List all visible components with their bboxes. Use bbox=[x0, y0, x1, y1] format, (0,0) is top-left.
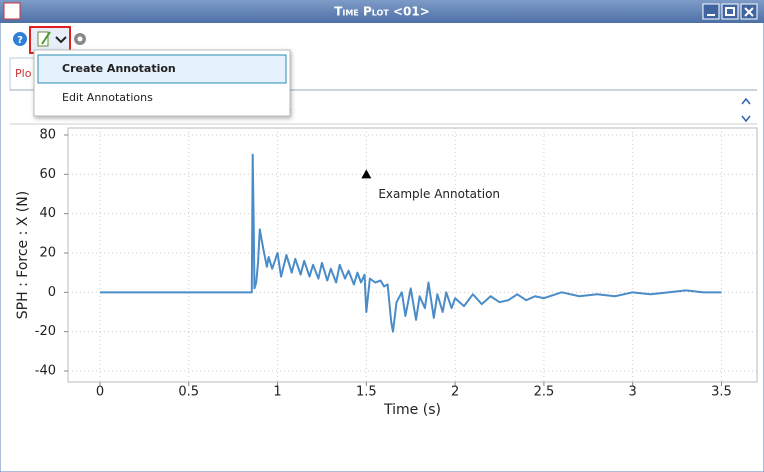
tab-label[interactable]: Plo bbox=[15, 67, 32, 80]
window-title: Time Plot <01> bbox=[334, 5, 430, 19]
y-tick-label: 20 bbox=[39, 246, 56, 261]
y-axis-label: SPH : Force : X (N) bbox=[15, 191, 31, 319]
x-tick-label: 2.5 bbox=[534, 385, 555, 400]
menu-item[interactable]: Edit Annotations bbox=[62, 91, 153, 104]
dropdown-menu: Create Annotation Edit Annotations bbox=[33, 49, 291, 117]
y-tick-label: 40 bbox=[39, 206, 56, 221]
collapse-arrows[interactable] bbox=[741, 97, 751, 123]
svg-text:?: ? bbox=[17, 35, 23, 46]
x-tick-label: 1.5 bbox=[356, 385, 377, 400]
x-tick-label: 2 bbox=[451, 385, 459, 400]
window-buttons[interactable] bbox=[702, 3, 758, 20]
x-tick-label: 1 bbox=[273, 385, 281, 400]
y-tick-label: 80 bbox=[39, 128, 56, 143]
y-tick-label: -40 bbox=[35, 364, 56, 379]
y-tick-label: 60 bbox=[39, 167, 56, 182]
x-tick-label: 0 bbox=[96, 385, 104, 400]
app-icon bbox=[3, 2, 21, 20]
y-tick-label: -20 bbox=[35, 324, 56, 339]
plot-frame bbox=[67, 127, 758, 383]
x-tick-label: 3.5 bbox=[711, 385, 732, 400]
menu-item-highlight[interactable] bbox=[37, 54, 287, 84]
x-axis-label: Time (s) bbox=[383, 402, 441, 418]
data-line bbox=[99, 153, 722, 333]
menu-item[interactable]: Create Annotation bbox=[62, 62, 176, 75]
annotation-marker bbox=[361, 169, 372, 179]
title-bar bbox=[0, 0, 764, 23]
x-tick-label: 3 bbox=[629, 385, 637, 400]
settings-button[interactable] bbox=[74, 33, 86, 45]
annotation-text: Example Annotation bbox=[378, 187, 500, 201]
annotation-button[interactable] bbox=[29, 26, 71, 54]
x-tick-label: 0.5 bbox=[178, 385, 199, 400]
help-button[interactable]: ? bbox=[13, 32, 27, 46]
y-tick-label: 0 bbox=[48, 285, 56, 300]
